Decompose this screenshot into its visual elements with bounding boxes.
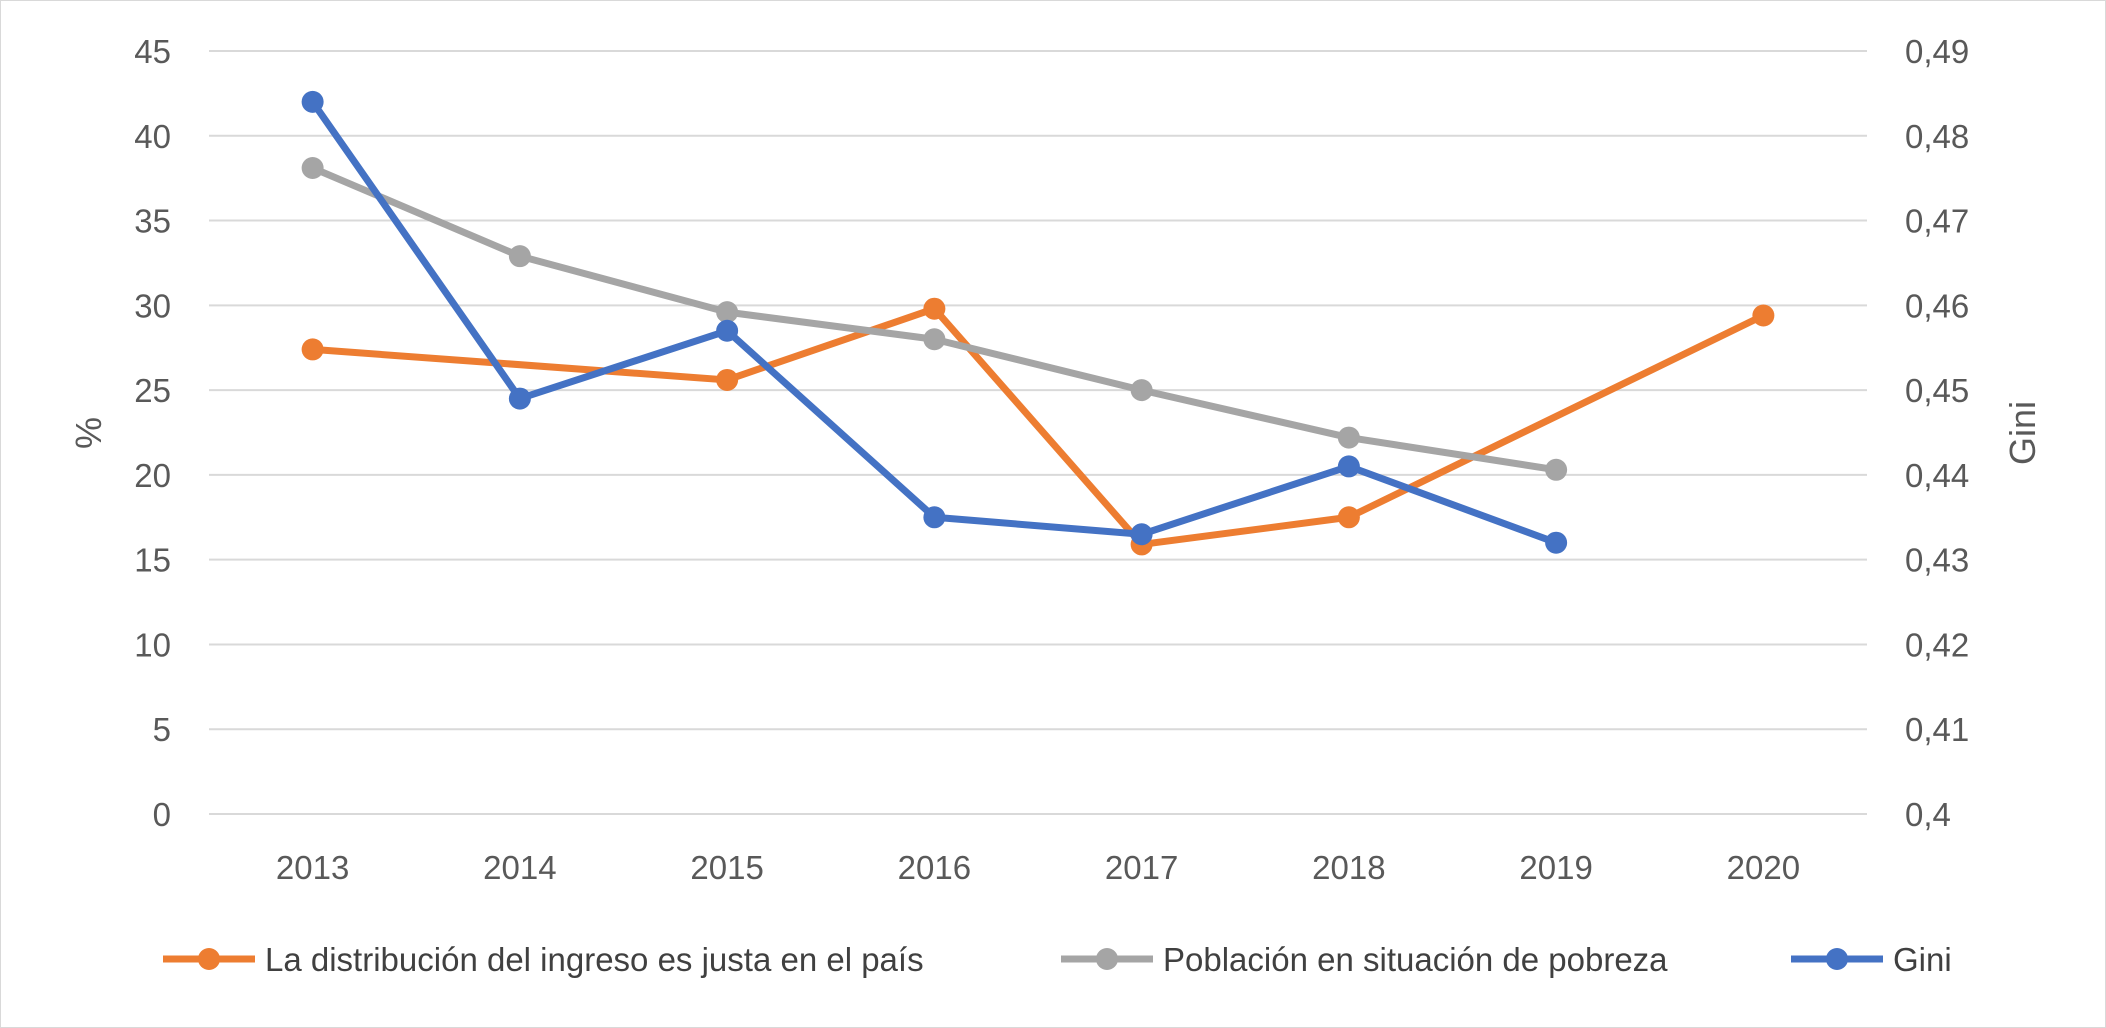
data-point	[1130, 379, 1153, 402]
x-tick-label: 2020	[1727, 849, 1800, 886]
data-point	[301, 90, 324, 113]
legend-item: Población en situación de pobreza	[1061, 941, 1668, 978]
legend-item: La distribución del ingreso es justa en …	[163, 941, 924, 978]
left-tick-label: 45	[134, 33, 171, 70]
left-tick-label: 0	[153, 796, 171, 833]
right-tick-label: 0,4	[1905, 796, 1951, 833]
series-line	[309, 305, 1767, 548]
x-tick-label: 2014	[483, 849, 556, 886]
x-tick-label: 2016	[898, 849, 971, 886]
data-point	[716, 301, 739, 324]
legend-label: Gini	[1893, 941, 1952, 978]
legend-label: La distribución del ingreso es justa en …	[265, 941, 924, 978]
left-tick-label: 20	[134, 457, 171, 494]
right-tick-label: 0,45	[1905, 372, 1969, 409]
data-point	[1337, 506, 1360, 529]
data-point	[1337, 455, 1360, 478]
x-tick-label: 2013	[276, 849, 349, 886]
data-point	[716, 319, 739, 342]
series-1	[301, 297, 1775, 556]
data-point	[508, 245, 531, 268]
series-layer	[301, 90, 1775, 556]
left-tick-label: 25	[134, 372, 171, 409]
right-tick-label: 0,46	[1905, 287, 1969, 324]
right-tick-label: 0,48	[1905, 118, 1969, 155]
right-tick-label: 0,41	[1905, 711, 1969, 748]
legend: La distribución del ingreso es justa en …	[163, 941, 1952, 978]
data-point	[301, 156, 324, 179]
legend-item: Gini	[1791, 941, 1952, 978]
x-axis: 2013 2014 2015 2016 2017 2018 2019 2020	[276, 849, 1800, 886]
gridlines	[209, 50, 1867, 815]
data-point	[1130, 523, 1153, 546]
legend-swatch-marker	[1096, 948, 1118, 970]
x-tick-label: 2018	[1312, 849, 1385, 886]
data-point	[1545, 531, 1568, 554]
data-point	[301, 338, 324, 361]
x-tick-label: 2015	[690, 849, 763, 886]
right-tick-label: 0,47	[1905, 203, 1969, 240]
series-line	[309, 98, 1560, 547]
legend-swatch-marker	[198, 948, 220, 970]
left-tick-label: 5	[153, 711, 171, 748]
data-point	[1545, 458, 1568, 481]
right-tick-label: 0,49	[1905, 33, 1969, 70]
data-point	[1337, 426, 1360, 449]
right-axis-title: Gini	[2002, 401, 2043, 465]
right-axis: 0,4 0,41 0,42 0,43 0,44 0,45 0,46 0,47 0,48 0,49	[1905, 33, 1969, 833]
left-tick-label: 10	[134, 626, 171, 663]
data-point	[923, 328, 946, 351]
left-tick-label: 30	[134, 287, 171, 324]
left-axis: 0 5 10 15 20 25 30 35 40 45	[134, 33, 171, 833]
left-axis-title: %	[68, 417, 109, 449]
x-tick-label: 2019	[1519, 849, 1592, 886]
data-point	[716, 368, 739, 391]
left-tick-label: 15	[134, 542, 171, 579]
right-tick-label: 0,42	[1905, 626, 1969, 663]
right-tick-label: 0,43	[1905, 542, 1969, 579]
series-2	[301, 156, 1568, 481]
data-point	[508, 387, 531, 410]
legend-swatch-marker	[1826, 948, 1848, 970]
left-tick-label: 35	[134, 203, 171, 240]
left-tick-label: 40	[134, 118, 171, 155]
data-point	[923, 297, 946, 320]
legend-label: Población en situación de pobreza	[1163, 941, 1668, 978]
data-point	[923, 506, 946, 529]
series-3	[301, 90, 1568, 554]
x-tick-label: 2017	[1105, 849, 1178, 886]
data-point	[1752, 304, 1775, 327]
right-tick-label: 0,44	[1905, 457, 1969, 494]
